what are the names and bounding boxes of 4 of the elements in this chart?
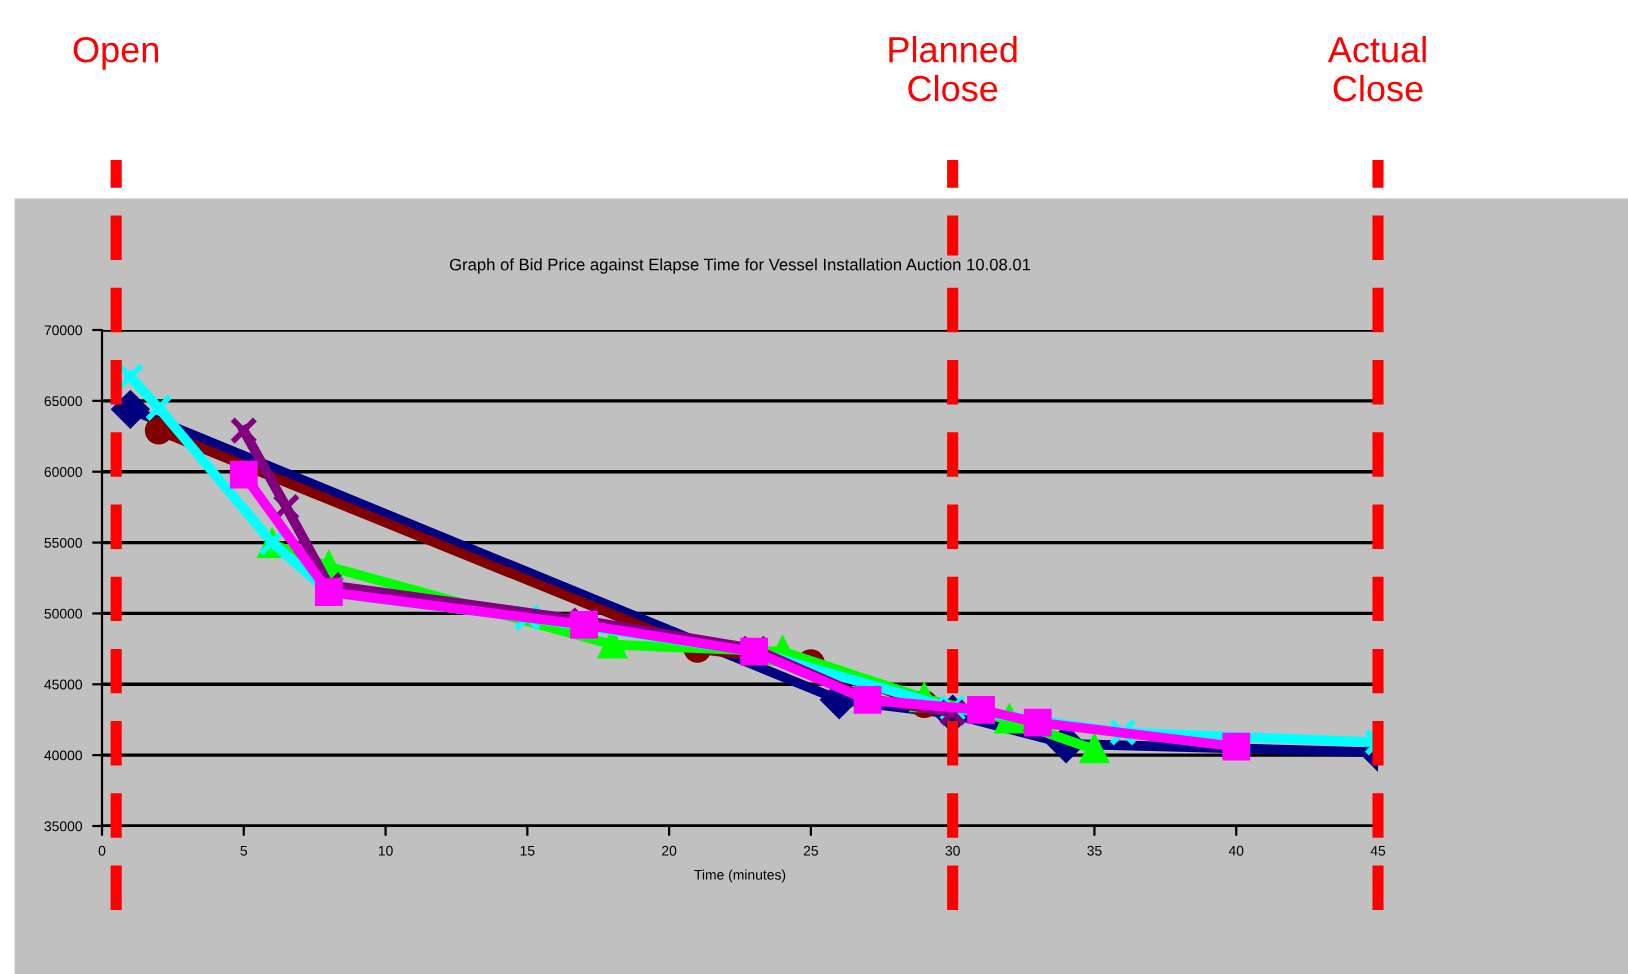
chart-title: Graph of Bid Price against Elapse Time for Vessel Installation Auction 10.08.01 (449, 258, 1031, 274)
ref-line-label: Planned Close (889, 36, 1017, 102)
ref-line-label: Open (73, 36, 159, 70)
ref-line-label: Actual Close (1327, 36, 1426, 102)
